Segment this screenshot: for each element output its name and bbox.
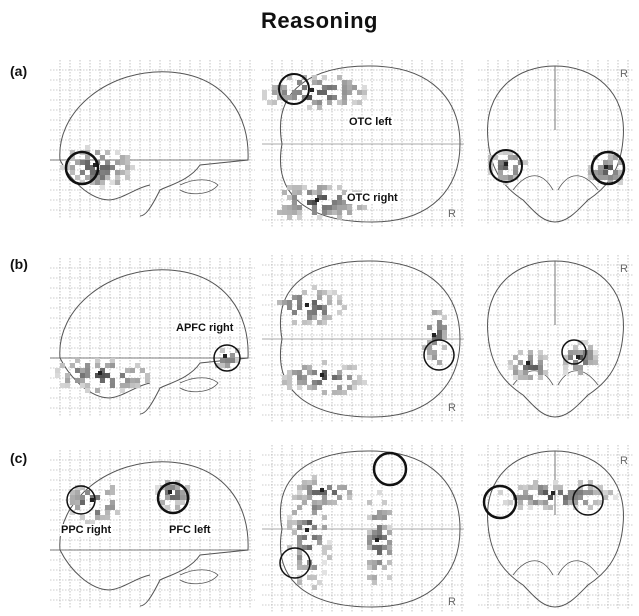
cerebellum-outline [179,377,219,393]
orientation-r-b-axial: R [448,402,456,414]
brain-outline [487,260,624,418]
brain-coronal-c [478,445,633,610]
orientation-r-b-coronal: R [620,263,628,275]
row-label-a: (a) [10,63,28,79]
orientation-r-a-coronal: R [620,68,628,80]
panel-a-coronal [478,60,633,225]
highlight-circle [372,451,408,487]
brain-outline [59,461,249,607]
highlight-circle [213,344,241,372]
brain-coronal-a [478,60,633,225]
cerebellum-outline [179,569,219,585]
highlight-circle [66,485,96,515]
cerebellum-outline [512,175,599,191]
brain-sagittal-b [50,258,255,416]
orientation-r-c-coronal: R [620,455,628,467]
panel-c-axial [262,445,464,613]
label-otc-right: OTC right [346,192,399,204]
highlight-circle [278,73,310,105]
label-pfc-left: PFC left [168,524,212,536]
panel-b-sagittal [50,258,255,416]
activation-blob [422,310,447,365]
activation-blob [70,485,120,525]
brain-outline [487,450,624,608]
highlight-circle [590,150,626,186]
brain-sagittal-a [50,60,255,218]
activation-blob [588,150,623,185]
cerebellum-outline [512,370,599,386]
activation-blob [498,480,618,510]
activation-blob [367,490,392,585]
highlight-circle [489,149,523,183]
figure-title: Reasoning [261,8,378,33]
panel-b-axial [262,255,464,423]
label-apfc-right: APFC right [175,322,235,334]
row-label-c: (c) [10,450,28,466]
orientation-r-a-axial: R [448,208,456,220]
activation-blob [563,340,598,375]
cerebellum-outline [179,179,219,195]
brain-axial-a [262,60,464,228]
activation-blob [277,285,347,325]
activation-blob [292,480,352,505]
label-ppc-right: PPC right [60,524,113,536]
highlight-circle [561,339,587,365]
brain-axial-b [262,255,464,423]
grid [478,445,633,610]
activation-blob [262,75,367,110]
panel-a-axial [262,60,464,228]
label-otc-left: OTC left [348,116,393,128]
activation-blob [508,350,548,380]
highlight-circle [156,481,190,515]
highlight-circle [572,484,604,516]
panel-a-sagittal [50,60,255,218]
highlight-circle [482,484,518,520]
brain-outline [59,71,249,217]
orientation-r-c-axial: R [448,596,456,608]
row-label-b: (b) [10,256,28,272]
highlight-circle [279,547,311,579]
activation-blob [282,360,367,395]
brain-outline [487,65,624,223]
grid [50,258,255,416]
brain-axial-c [262,445,464,613]
grid [478,60,633,225]
activation-blob [55,358,150,393]
highlight-circle [423,339,455,371]
highlight-circle [64,150,100,186]
grid [478,255,633,420]
panel-b-coronal [478,255,633,420]
grid [50,60,255,218]
brain-coronal-b [478,255,633,420]
cerebellum-outline [512,560,599,576]
panel-c-coronal [478,445,633,610]
